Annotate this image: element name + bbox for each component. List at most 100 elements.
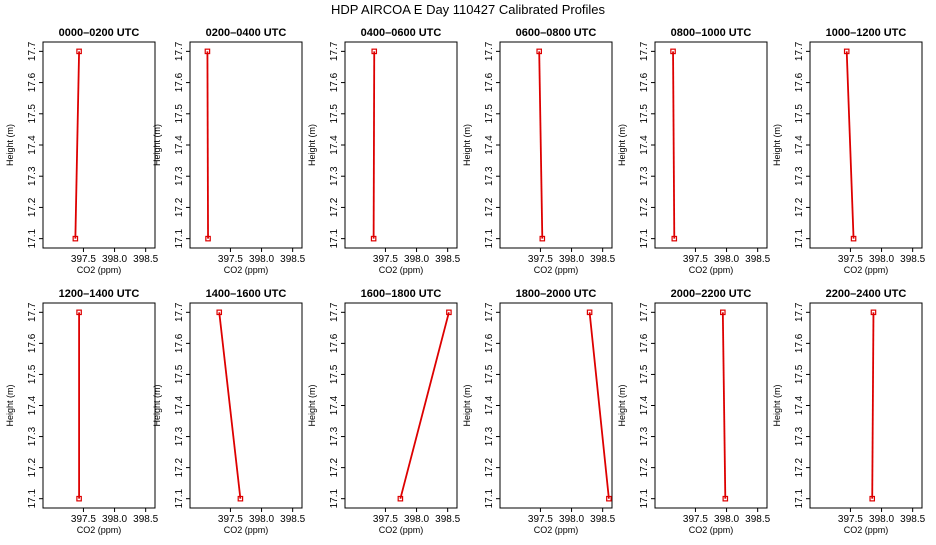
data-point <box>371 48 378 55</box>
panel-title: 0800–1000 UTC <box>671 27 752 39</box>
panel-11: 2000–2200 UTC 17.1 17.2 17.3 17.4 17.5 17.6 17.… <box>617 288 771 535</box>
x-tick-label: 398.0 <box>559 254 584 265</box>
y-tick-label: 17.1 <box>484 489 495 509</box>
y-tick-label: 17.1 <box>794 228 805 248</box>
data-point <box>539 235 546 242</box>
y-tick-label: 17.3 <box>484 426 495 446</box>
y-tick-label: 17.5 <box>329 104 340 124</box>
panel-title: 2000–2200 UTC <box>671 288 752 300</box>
panel-4: 0600–0800 UTC 17.1 17.2 17.3 17.4 17.5 17.6 17.… <box>462 27 616 275</box>
x-tick-label: 398.5 <box>900 514 925 525</box>
profile-line <box>588 312 610 499</box>
x-tick-label: 398.5 <box>435 254 460 265</box>
x-tick-label: 397.5 <box>71 254 96 265</box>
data-point <box>72 235 79 242</box>
x-tick-label: 398.5 <box>280 514 305 525</box>
x-axis-label: CO2 (ppm) <box>77 525 122 535</box>
x-tick-label: 398.5 <box>133 514 158 525</box>
x-tick-label: 398.0 <box>559 514 584 525</box>
y-tick-label: 17.1 <box>174 228 185 248</box>
plot-frame <box>654 41 768 249</box>
y-tick-label: 17.2 <box>484 457 495 477</box>
panel-12: 2200–2400 UTC 17.1 17.2 17.3 17.4 17.5 17.6 17.… <box>772 288 926 535</box>
y-axis-label: Height (m) <box>617 384 627 426</box>
data-point <box>869 495 876 502</box>
y-tick-label: 17.3 <box>484 166 495 186</box>
y-tick-label: 17.5 <box>639 364 650 384</box>
profile-line <box>74 51 80 239</box>
y-tick-label: 17.3 <box>27 426 38 446</box>
y-axis-label: Height (m) <box>5 124 15 166</box>
data-point <box>216 309 223 316</box>
profile-line <box>845 51 855 239</box>
y-axis-label: Height (m) <box>307 124 317 166</box>
x-tick-label: 398.0 <box>714 254 739 265</box>
x-tick-label: 398.5 <box>590 254 615 265</box>
data-point <box>722 495 729 502</box>
x-tick-label: 398.0 <box>404 254 429 265</box>
y-tick-label: 17.4 <box>329 135 340 155</box>
y-tick-label: 17.6 <box>484 333 495 353</box>
plot-frame <box>344 302 458 509</box>
y-tick-label: 17.7 <box>639 41 650 61</box>
y-tick-label: 17.3 <box>639 426 650 446</box>
plot-frame <box>499 41 613 249</box>
y-tick-label: 17.6 <box>329 333 340 353</box>
y-tick-label: 17.4 <box>27 135 38 155</box>
y-tick-label: 17.2 <box>174 197 185 217</box>
y-tick-label: 17.4 <box>27 395 38 415</box>
x-tick-label: 398.5 <box>590 514 615 525</box>
x-tick-label: 398.0 <box>249 254 274 265</box>
y-tick-label: 17.3 <box>794 166 805 186</box>
plot-frame <box>189 302 303 509</box>
y-tick-label: 17.6 <box>27 333 38 353</box>
y-tick-label: 17.1 <box>329 489 340 509</box>
y-tick-label: 17.4 <box>639 395 650 415</box>
profile-line <box>538 51 544 239</box>
y-tick-label: 17.6 <box>794 72 805 92</box>
x-tick-label: 398.0 <box>714 514 739 525</box>
x-axis-label: CO2 (ppm) <box>379 265 424 275</box>
y-tick-label: 17.6 <box>174 333 185 353</box>
x-tick-label: 397.5 <box>838 254 863 265</box>
y-tick-label: 17.6 <box>639 333 650 353</box>
y-tick-label: 17.1 <box>794 489 805 509</box>
y-tick-label: 17.7 <box>174 302 185 322</box>
profile-line <box>871 312 875 499</box>
y-tick-label: 17.7 <box>639 302 650 322</box>
y-tick-label: 17.2 <box>639 197 650 217</box>
y-tick-label: 17.4 <box>794 395 805 415</box>
x-axis-label: CO2 (ppm) <box>844 265 889 275</box>
panel-title: 0400–0600 UTC <box>361 27 442 39</box>
data-point <box>843 48 850 55</box>
x-axis-label: CO2 (ppm) <box>534 525 579 535</box>
panel-title: 1800–2000 UTC <box>516 288 597 300</box>
data-point <box>446 309 452 316</box>
y-tick-label: 17.5 <box>27 104 38 124</box>
profile-line <box>672 51 676 239</box>
y-tick-label: 17.3 <box>27 166 38 186</box>
y-tick-label: 17.6 <box>174 72 185 92</box>
y-tick-label: 17.6 <box>484 72 495 92</box>
plot-frame <box>809 41 923 249</box>
y-tick-label: 17.5 <box>174 104 185 124</box>
panel-title: 1000–1200 UTC <box>826 27 907 39</box>
y-tick-label: 17.6 <box>639 72 650 92</box>
y-tick-label: 17.2 <box>794 457 805 477</box>
panel-9: 1600–1800 UTC 17.1 17.2 17.3 17.4 17.5 17.6 17.… <box>307 288 461 535</box>
y-tick-label: 17.5 <box>794 104 805 124</box>
y-tick-label: 17.2 <box>27 457 38 477</box>
x-tick-label: 397.5 <box>683 514 708 525</box>
x-tick-label: 398.5 <box>900 254 925 265</box>
y-tick-label: 17.7 <box>27 41 38 61</box>
x-axis-label: CO2 (ppm) <box>379 525 424 535</box>
panel-title: 0600–0800 UTC <box>516 27 597 39</box>
y-tick-label: 17.6 <box>27 72 38 92</box>
data-point <box>606 495 612 502</box>
y-tick-label: 17.4 <box>639 135 650 155</box>
y-tick-label: 17.1 <box>484 228 495 248</box>
plot-frame <box>42 302 156 509</box>
y-tick-label: 17.2 <box>484 197 495 217</box>
x-axis-label: CO2 (ppm) <box>689 265 734 275</box>
x-axis-label: CO2 (ppm) <box>224 265 269 275</box>
